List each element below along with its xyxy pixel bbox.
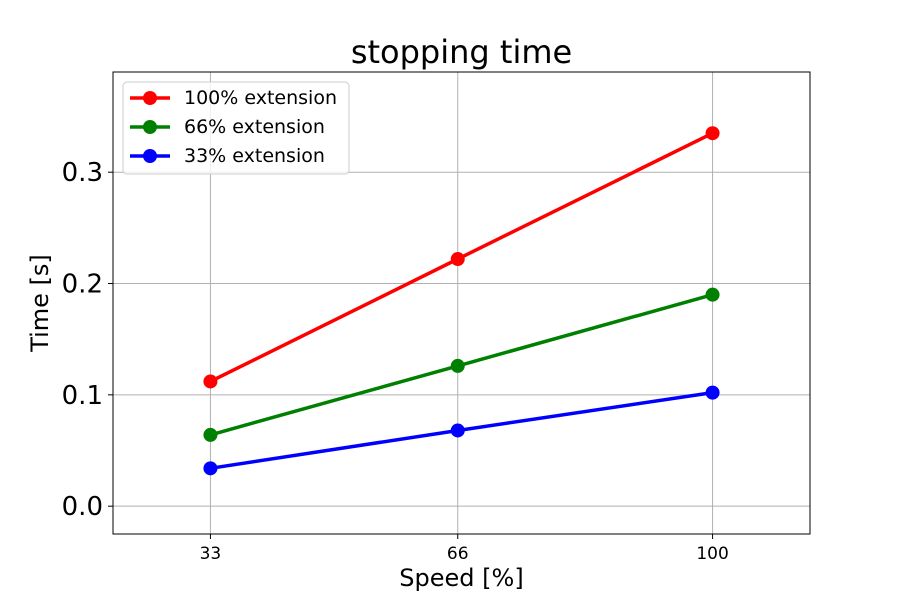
chart-title: stopping time [351,33,572,71]
x-tick-label: 66 [447,544,469,564]
x-tick-label: 33 [200,544,222,564]
data-point [705,385,720,400]
legend-box [122,81,350,175]
x-axis-label: Speed [%] [399,564,523,592]
plot-frame [112,71,811,535]
series-group [203,126,720,476]
y-tick-label: 0.1 [62,381,103,411]
data-point [203,427,218,442]
legend: 100% extension 66% extension 33% extension [122,81,350,175]
data-point [705,287,720,302]
data-point [450,252,465,267]
y-tick-label: 0.3 [62,158,103,188]
legend-marker [143,120,157,134]
legend-label: 66% extension [184,116,325,138]
y-axis-label: Time [s] [26,254,54,353]
y-tick-label: 0.0 [62,492,103,522]
legend-marker [143,149,157,163]
data-point [705,126,720,141]
data-point [203,461,218,476]
data-point [450,423,465,438]
data-point [203,374,218,389]
legend-marker [143,91,157,105]
legend-label: 33% extension [184,145,325,167]
y-tick-label: 0.2 [62,270,103,300]
x-tick-label: 100 [696,544,728,564]
legend-label: 100% extension [184,87,337,109]
data-point [450,358,465,373]
axis-ticks: 33 66 100 0.0 0.1 0.2 0.3 [62,158,729,564]
